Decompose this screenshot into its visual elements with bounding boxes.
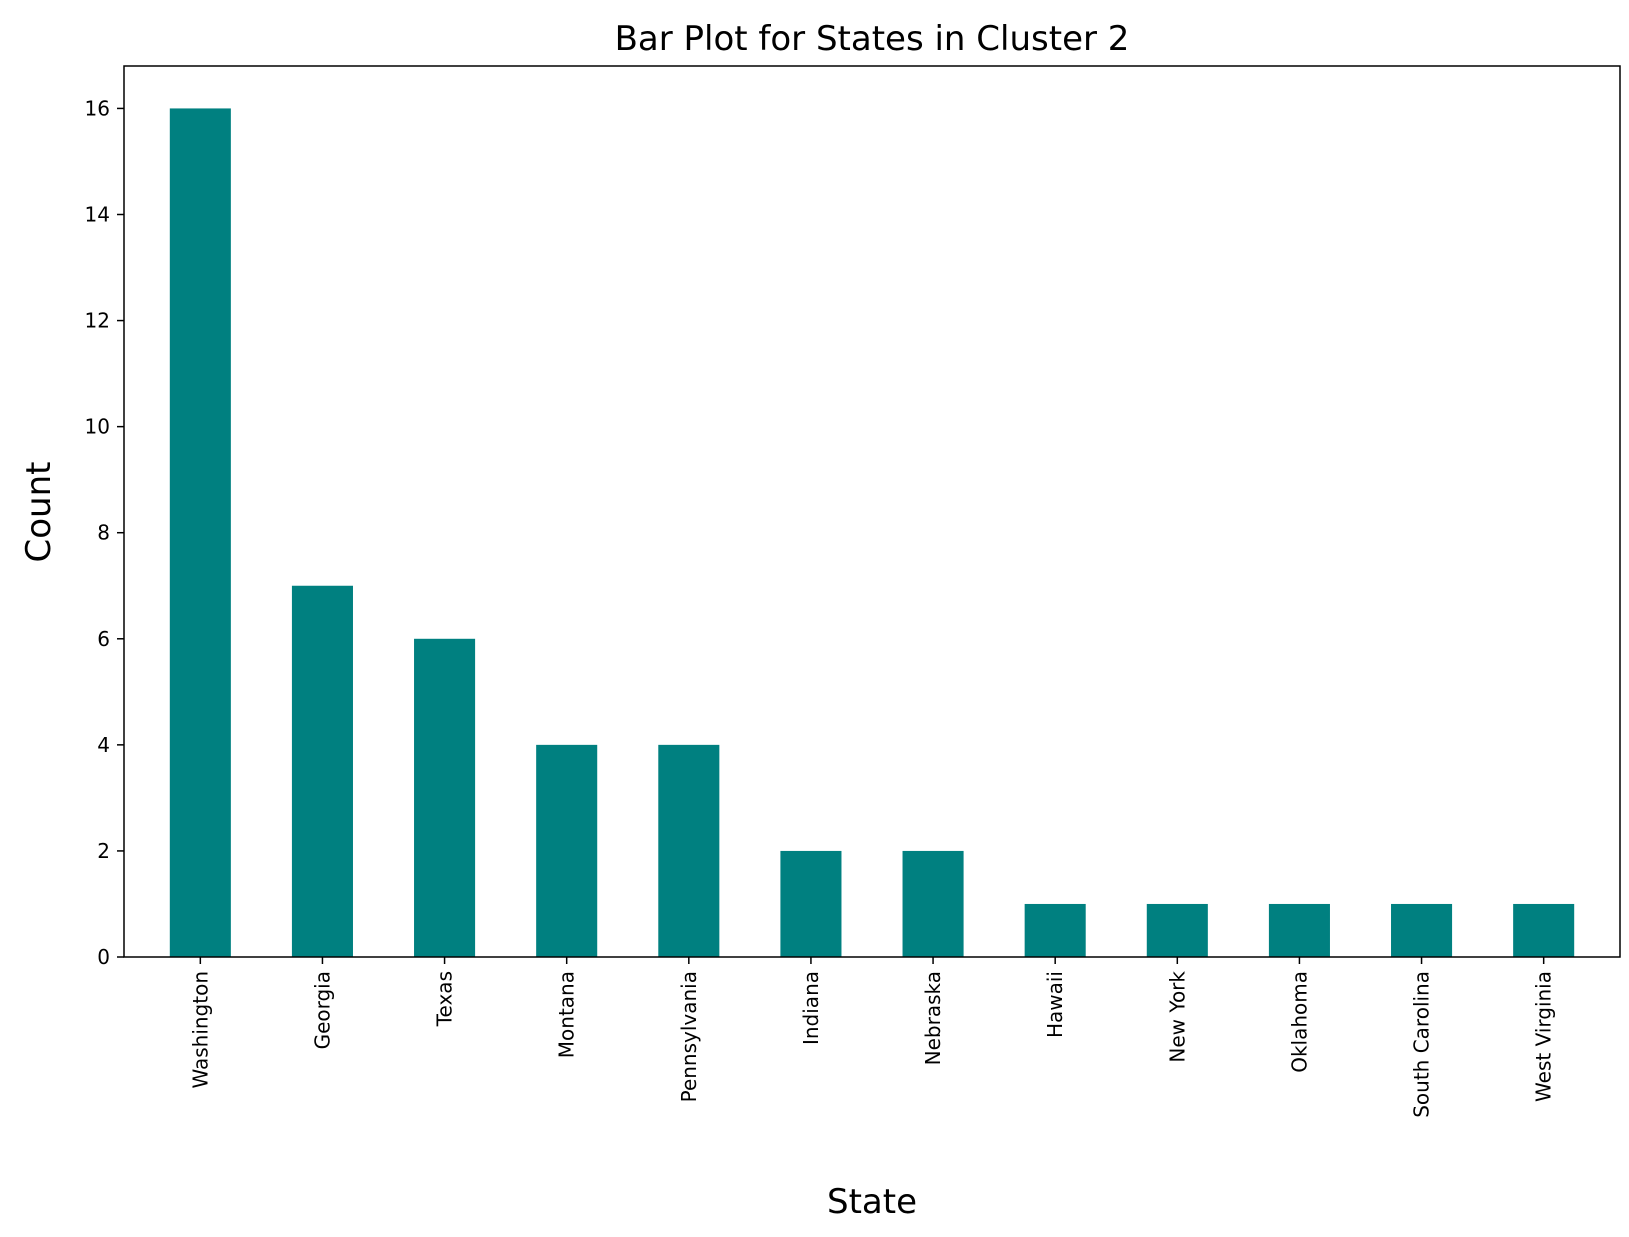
x-tick-label: Texas [433,971,457,1027]
bar-new-york [1146,903,1208,957]
x-axis-title: State [827,1182,917,1222]
y-tick-label: 10 [85,415,110,439]
bar-montana [536,744,598,957]
y-axis-ticks: 0 2 4 6 8 10 12 14 16 [85,96,124,969]
x-tick-label: West Virginia [1532,971,1556,1102]
bar-hawaii [1024,903,1086,957]
x-tick-label: Georgia [310,971,334,1049]
bar-south-carolina [1391,903,1453,957]
y-tick-label: 0 [97,945,110,969]
bar-washington [169,108,231,958]
x-tick-label: South Carolina [1410,971,1434,1118]
y-tick-label: 14 [85,203,110,227]
y-tick-label: 4 [97,733,110,757]
x-tick-label: Nebraska [921,971,945,1065]
bar-georgia [291,585,353,957]
bars [169,108,1575,958]
bar-texas [414,638,476,957]
x-tick-label: Montana [555,971,579,1058]
y-tick-label: 2 [97,839,110,863]
x-tick-label: Indiana [799,971,823,1045]
x-axis-ticks: Washington Georgia Texas Montana Pennsylvani… [188,957,1556,1118]
x-tick-label: Washington [188,971,212,1089]
y-tick-label: 8 [97,521,110,545]
y-axis-title: Count [19,462,59,563]
bar-nebraska [902,850,964,957]
x-tick-label: Oklahoma [1287,971,1311,1073]
bar-west-virginia [1513,903,1575,957]
bar-oklahoma [1268,903,1330,957]
x-tick-label: Hawaii [1043,971,1067,1038]
bar-indiana [780,850,842,957]
y-tick-label: 12 [85,309,110,333]
x-tick-label: New York [1165,971,1189,1063]
y-tick-label: 16 [85,96,110,120]
chart-title: Bar Plot for States in Cluster 2 [615,19,1130,59]
x-tick-label: Pennsylvania [677,971,701,1102]
bar-pennsylvania [658,744,720,957]
y-tick-label: 6 [97,627,110,651]
plot-frame [123,65,1621,958]
